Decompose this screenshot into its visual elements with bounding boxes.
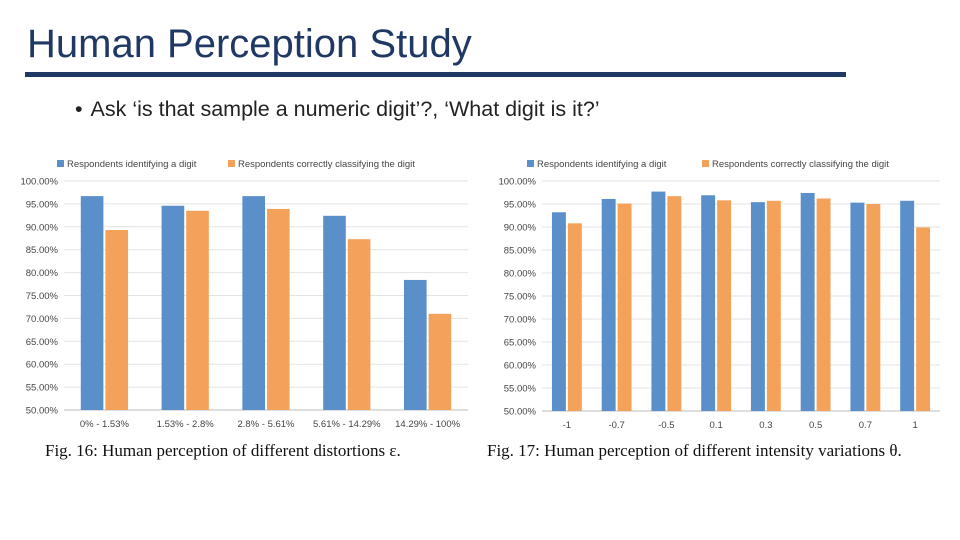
bar-identifying bbox=[161, 205, 185, 410]
y-tick-label: 70.00% bbox=[26, 314, 59, 325]
bar-identifying bbox=[750, 202, 765, 411]
x-tick-label: -0.5 bbox=[658, 420, 674, 430]
bar-classifying bbox=[667, 196, 682, 411]
legend-swatch-identifying bbox=[57, 160, 64, 167]
y-tick-label: 60.00% bbox=[26, 360, 59, 371]
y-tick-label: 90.00% bbox=[26, 222, 59, 233]
bar-classifying bbox=[717, 200, 732, 411]
legend-label-identifying: Respondents identifying a digit bbox=[67, 159, 197, 170]
bar-identifying bbox=[242, 196, 265, 410]
title-underline bbox=[25, 72, 846, 77]
bar-identifying bbox=[800, 192, 815, 411]
slide-title: Human Perception Study bbox=[27, 22, 472, 66]
y-tick-label: 75.00% bbox=[504, 292, 537, 303]
bullet-text: Ask ‘is that sample a numeric digit’?, ‘… bbox=[90, 97, 600, 121]
bar-classifying bbox=[186, 210, 209, 410]
x-tick-label: 1.53% - 2.8% bbox=[157, 419, 215, 430]
bar-identifying bbox=[850, 202, 865, 411]
y-tick-label: 100.00% bbox=[20, 177, 58, 188]
x-tick-label: 2.8% - 5.61% bbox=[237, 419, 295, 430]
x-tick-label: 5.61% - 14.29% bbox=[313, 419, 381, 430]
y-tick-label: 55.00% bbox=[26, 383, 59, 394]
bar-identifying bbox=[323, 215, 346, 410]
bar-classifying bbox=[766, 200, 781, 411]
y-tick-label: 65.00% bbox=[26, 337, 59, 348]
bar-classifying bbox=[567, 223, 582, 411]
bar-classifying bbox=[866, 204, 881, 411]
figure-16-caption: Fig. 16: Human perception of different d… bbox=[45, 441, 401, 460]
y-tick-label: 100.00% bbox=[498, 177, 536, 188]
x-tick-label: 0% - 1.53% bbox=[80, 419, 130, 430]
x-tick-label: -1 bbox=[563, 420, 571, 430]
x-tick-label: 14.29% - 100% bbox=[395, 419, 461, 430]
y-tick-label: 80.00% bbox=[26, 268, 59, 279]
distortion-bar-chart: Respondents identifying a digit Responden… bbox=[20, 159, 468, 430]
x-tick-label: -0.7 bbox=[608, 420, 624, 430]
legend-swatch-classifying bbox=[228, 160, 235, 167]
y-tick-label: 85.00% bbox=[504, 246, 537, 257]
bar-identifying bbox=[900, 200, 915, 411]
legend-label-identifying: Respondents identifying a digit bbox=[537, 159, 667, 170]
bar-classifying bbox=[347, 239, 371, 410]
legend-swatch-classifying bbox=[702, 160, 709, 167]
y-tick-label: 90.00% bbox=[504, 223, 537, 234]
legend-label-classifying: Respondents correctly classifying the di… bbox=[712, 159, 889, 170]
legend-label-classifying: Respondents correctly classifying the di… bbox=[238, 159, 415, 170]
y-tick-label: 80.00% bbox=[504, 269, 537, 280]
bar-classifying bbox=[617, 203, 632, 411]
y-tick-label: 75.00% bbox=[26, 291, 59, 302]
y-tick-label: 50.00% bbox=[26, 406, 59, 417]
y-tick-label: 50.00% bbox=[504, 407, 537, 418]
y-tick-label: 85.00% bbox=[26, 245, 59, 256]
bar-identifying bbox=[651, 191, 666, 411]
bar-classifying bbox=[916, 227, 931, 411]
intensity-bar-chart: Respondents identifying a digit Responden… bbox=[498, 159, 940, 430]
bar-classifying bbox=[428, 313, 452, 410]
y-tick-label: 55.00% bbox=[504, 384, 537, 395]
bar-identifying bbox=[403, 279, 427, 410]
y-tick-label: 70.00% bbox=[504, 315, 537, 326]
x-tick-label: 1 bbox=[912, 420, 917, 430]
y-tick-label: 95.00% bbox=[504, 200, 537, 211]
bullet-marker: • bbox=[75, 97, 83, 121]
bar-classifying bbox=[816, 198, 831, 411]
bar-identifying bbox=[80, 196, 104, 410]
bar-classifying bbox=[267, 208, 290, 410]
legend-swatch-identifying bbox=[527, 160, 534, 167]
y-tick-label: 95.00% bbox=[26, 199, 59, 210]
bar-classifying bbox=[105, 230, 129, 410]
x-tick-label: 0.7 bbox=[859, 420, 872, 430]
y-tick-label: 60.00% bbox=[504, 361, 537, 372]
bar-identifying bbox=[701, 195, 716, 411]
figure-17-caption: Fig. 17: Human perception of different i… bbox=[487, 441, 902, 460]
bullet-point: • Ask ‘is that sample a numeric digit’?, … bbox=[75, 97, 600, 122]
y-tick-label: 65.00% bbox=[504, 338, 537, 349]
x-tick-label: 0.1 bbox=[710, 420, 723, 430]
x-tick-label: 0.5 bbox=[809, 420, 822, 430]
x-tick-label: 0.3 bbox=[759, 420, 772, 430]
bar-identifying bbox=[601, 198, 616, 411]
bar-identifying bbox=[551, 212, 566, 411]
